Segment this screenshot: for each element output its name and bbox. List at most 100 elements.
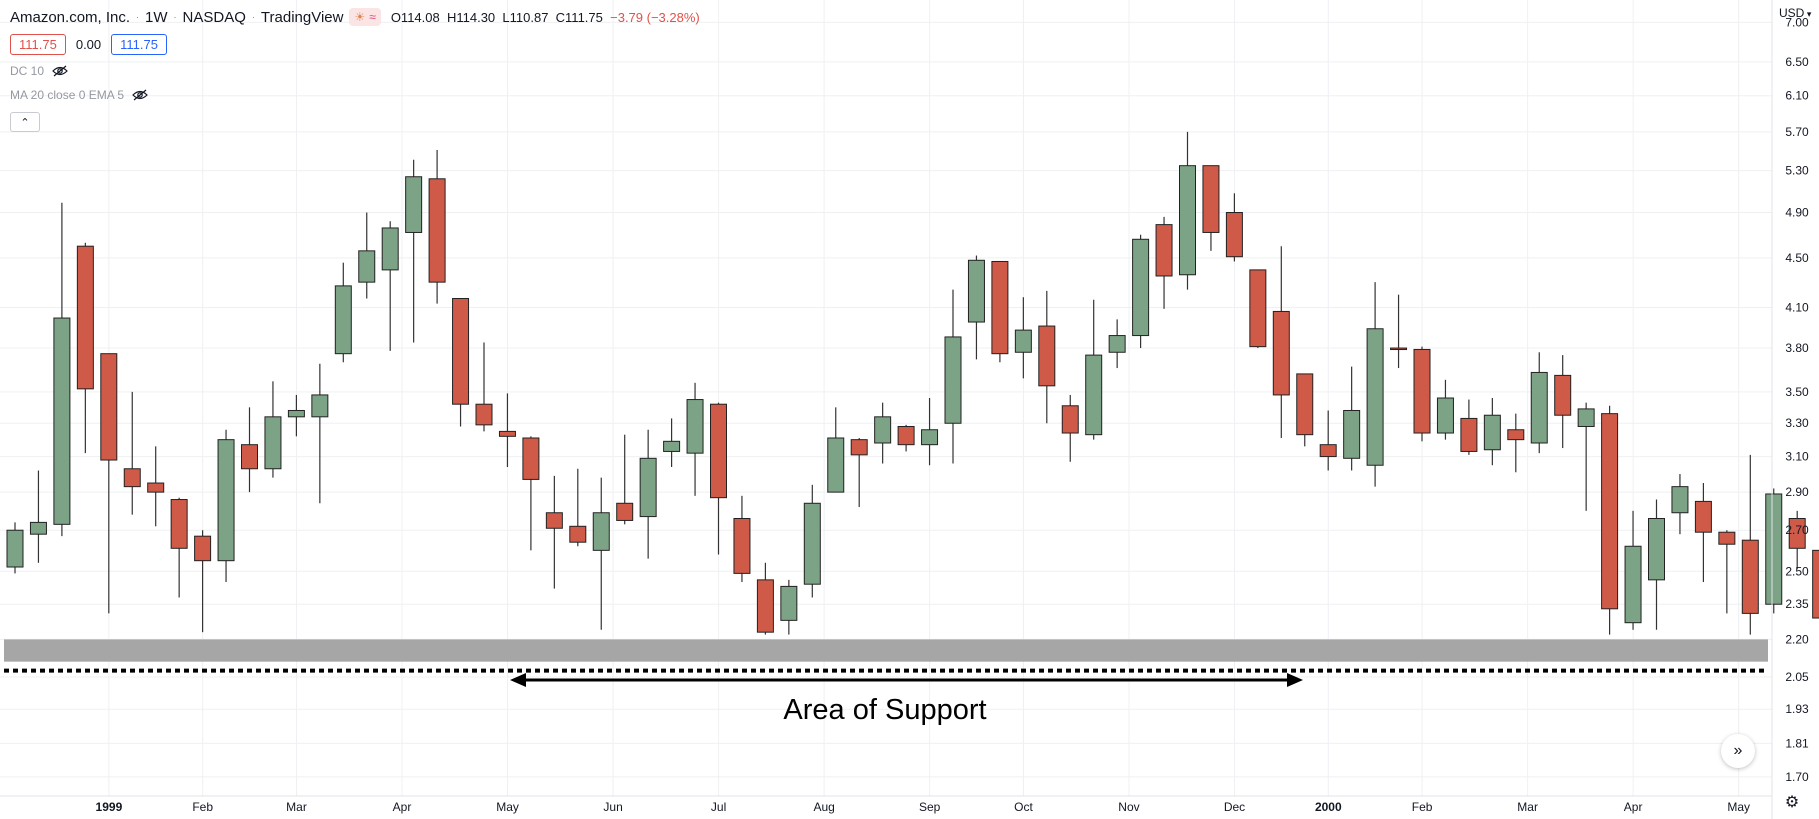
y-tick-label: 4.10 [1785,301,1809,315]
candle [1694,483,1712,583]
y-tick-label: 2.35 [1785,597,1809,611]
candle [1319,410,1337,471]
candle-body-up [921,429,939,446]
x-tick-label: Nov [1118,800,1139,814]
support-band [4,639,1768,662]
market-status-badge[interactable]: ☀ ≈ [349,8,381,26]
candle [710,402,727,555]
candle-body-down [1601,413,1619,610]
sell-price-box[interactable]: 111.75 [10,34,66,55]
candle-body-down [1507,429,1525,441]
candle-body-up [381,227,399,271]
candle [428,149,446,304]
candle-body-up [1765,493,1783,605]
candle-body-down [1413,348,1431,434]
candle-body-down [710,403,727,499]
candle-body-up [217,439,235,562]
y-tick-label: 4.90 [1785,206,1809,220]
chart-grid [0,0,1772,796]
candle [897,424,915,452]
spread-value: 0.00 [75,37,102,52]
candle-body-down [1272,310,1290,396]
candle [1014,297,1032,379]
y-tick-label: 1.81 [1785,736,1809,750]
candle-body-down [123,468,141,488]
candle [100,353,118,614]
gear-icon: ⚙ [1784,794,1800,811]
candle [76,242,94,454]
candle [1554,355,1572,449]
candle [217,429,235,583]
legend-separator: · [251,12,255,22]
x-tick-label: Feb [192,800,213,814]
candle [1507,413,1525,473]
chart-settings-button[interactable]: ⚙ [1783,794,1801,812]
candle [1061,394,1079,462]
candle-body-up [1014,329,1032,353]
candle [803,484,821,598]
chevron-down-icon: ▾ [1804,9,1812,19]
candle-body-up [827,437,845,493]
price-row: 111.75 0.00 111.75 [10,34,167,55]
candle-body-down [452,298,470,405]
candle-body-down [241,444,258,470]
close-value: C111.75 [555,9,603,25]
candle-body-down [475,403,493,426]
candle-body-up [1179,165,1196,276]
eye-off-icon[interactable] [132,89,148,101]
candle [287,394,305,437]
candle [1179,131,1196,290]
candle-body-up [1132,238,1150,337]
y-tick-label: 3.30 [1785,416,1809,430]
candle-body-down [194,535,212,562]
candle-body-down [1061,405,1079,434]
candle [123,391,141,515]
candle [475,342,493,432]
candle-body-up [944,336,962,424]
candle [452,298,470,427]
candle-body-down [1249,269,1267,348]
candle-body-up [358,250,376,283]
x-tick-label: Mar [286,800,307,814]
candle [1718,530,1736,614]
candle [1108,319,1126,369]
candle-body-up [1577,408,1595,427]
symbol-title[interactable]: Amazon.com, Inc. [10,8,131,26]
scroll-to-realtime-button[interactable]: » [1721,734,1755,768]
indicator-ma[interactable]: MA 20 close 0 EMA 5 [10,88,148,102]
candle [1741,454,1759,635]
candle [358,212,376,299]
candle-body-down [616,502,634,521]
candle-body-up [1483,414,1501,451]
eye-off-icon[interactable] [52,65,68,77]
chevron-up-icon: ⌃ [20,116,30,129]
collapse-legend-button[interactable]: ⌃ [10,112,40,132]
candle [334,262,352,363]
candle-body-up [967,259,985,323]
high-value: H114.30 [446,9,496,25]
candle [663,418,681,467]
candle-body-down [1296,373,1314,436]
candle [264,381,282,478]
candle-body-up [287,409,305,418]
candle [1648,499,1665,630]
candle-body-up [405,176,423,233]
currency-selector[interactable]: USD ▾ [1779,6,1811,20]
candle [592,477,610,630]
y-tick-label: 5.70 [1785,125,1809,139]
candle [1483,398,1501,466]
candle-body-up [1343,409,1361,459]
candle [1530,352,1548,454]
candle-body-up [6,529,24,568]
candle [1038,290,1056,424]
candle [991,260,1009,363]
candle-body-up [592,512,610,551]
x-tick-label: Aug [813,800,834,814]
buy-price-box[interactable]: 111.75 [111,34,167,55]
candle [1296,373,1314,447]
x-tick-label: 2000 [1315,800,1342,814]
candle [311,363,329,504]
indicator-dc[interactable]: DC 10 [10,64,68,78]
interval-label[interactable]: 1W [145,8,168,26]
